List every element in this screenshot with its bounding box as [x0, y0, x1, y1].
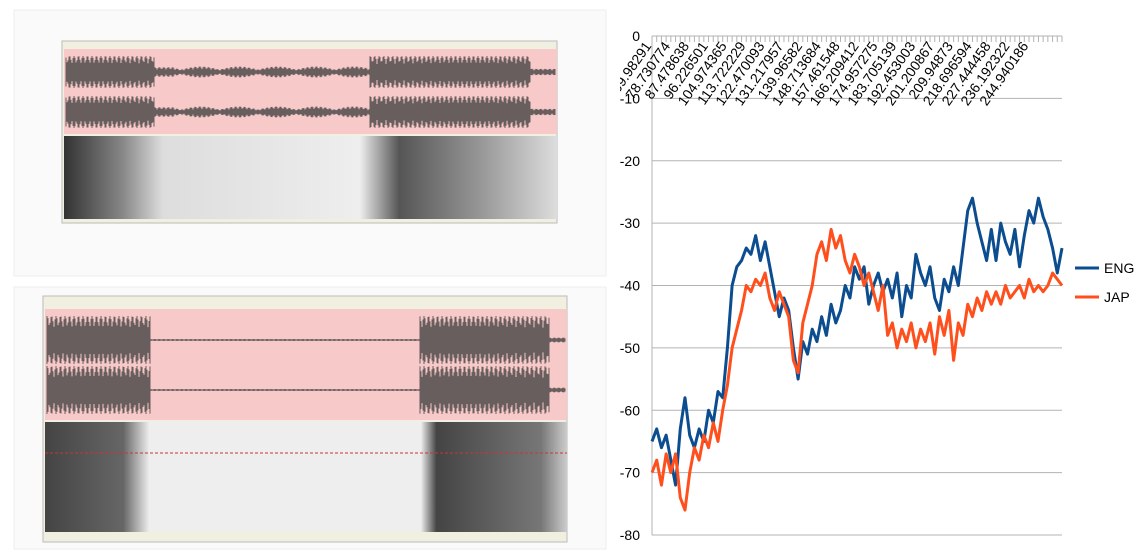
- waveform-trace: [46, 366, 566, 414]
- waveform-trace: [65, 96, 556, 128]
- y-tick-label: -30: [620, 215, 640, 231]
- legend-label: ENG: [1104, 260, 1134, 276]
- y-tick-label: -40: [620, 278, 640, 294]
- chart: 0-10-20-30-40-50-60-70-8069.9829178.7307…: [620, 28, 1134, 543]
- series-line: [650, 196, 1064, 487]
- x-tick-marks: [651, 36, 1063, 42]
- y-tick-label: -80: [620, 527, 640, 543]
- spectrogram: [45, 422, 567, 532]
- y-tick-label: -50: [620, 340, 640, 356]
- y-tick-label: -60: [620, 402, 640, 418]
- spectrogram: [64, 136, 557, 219]
- y-tick-label: -10: [620, 90, 640, 106]
- series-line: [650, 227, 1064, 512]
- y-tick-label: -70: [620, 465, 640, 481]
- waveform: [46, 316, 566, 414]
- y-tick-label: 0: [632, 28, 640, 44]
- waveform-trace: [46, 316, 566, 364]
- waveform: [65, 56, 556, 128]
- legend-label: JAP: [1104, 289, 1130, 305]
- y-tick-label: -20: [620, 153, 640, 169]
- praat-panels: [13, 9, 607, 550]
- waveform-trace: [65, 56, 556, 88]
